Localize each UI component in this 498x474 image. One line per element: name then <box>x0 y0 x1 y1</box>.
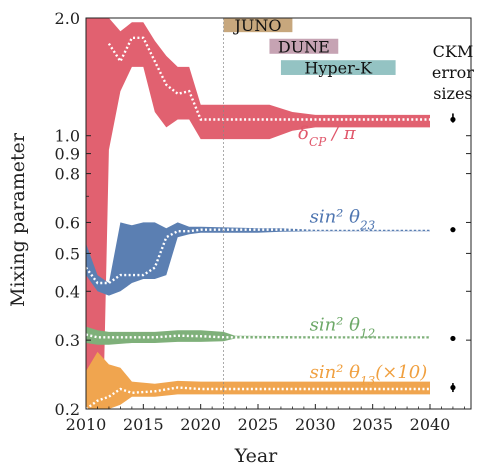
experiment-label-0: JUNO <box>232 16 281 35</box>
y-tick-label-0: 0.2 <box>55 400 80 419</box>
x-tick-label-2: 2020 <box>180 415 221 434</box>
experiment-label-2: Hyper-K <box>304 59 373 78</box>
x-axis-label: Year <box>234 445 278 467</box>
y-tick-label-1: 0.3 <box>55 331 80 350</box>
ckm-point-2 <box>450 335 456 342</box>
x-tick-label-5: 2035 <box>352 415 393 434</box>
y-tick-label-3: 0.5 <box>55 244 80 263</box>
series-label-2: sin² θ12 <box>310 314 376 340</box>
ckm-error-bars-layer: CKM error sizes <box>432 42 474 393</box>
x-tick-label-1: 2015 <box>123 415 164 434</box>
ckm-title-line-0: CKM <box>433 42 474 61</box>
y-tick-label-6: 0.9 <box>55 145 80 164</box>
y-axis-label: Mixing parameter <box>7 132 29 307</box>
plot-frame <box>85 17 472 410</box>
x-tick-label-3: 2025 <box>238 415 279 434</box>
central-line-series-1 <box>86 228 430 285</box>
x-tick-label-6: 2040 <box>410 415 451 434</box>
ckm-point-0 <box>450 116 456 123</box>
bands-layer <box>86 18 430 409</box>
y-tick-label-8: 2.0 <box>55 9 80 28</box>
experiment-label-1: DUNE <box>278 37 330 56</box>
ckm-title-line-2: sizes <box>433 84 472 103</box>
y-tick-label-4: 0.6 <box>55 213 80 232</box>
y-tick-label-7: 1.0 <box>55 127 80 146</box>
experiment-bar-0 <box>223 18 293 33</box>
central-line-series-3 <box>86 386 430 409</box>
ckm-point-1 <box>450 227 456 233</box>
y-tick-label-5: 0.8 <box>55 165 80 184</box>
band-series-1 <box>86 222 430 296</box>
y-tick-label-2: 0.4 <box>55 282 80 301</box>
central-line-series-2 <box>86 333 430 339</box>
experiment-bar-2 <box>280 60 396 75</box>
band-series-2 <box>86 326 430 345</box>
ckm-title-line-1: error <box>432 63 474 82</box>
experiment-bar-1 <box>269 38 339 54</box>
x-tick-label-0: 2010 <box>66 415 107 434</box>
band-series-3 <box>86 351 430 409</box>
band-series-0 <box>86 18 430 409</box>
axes-layer: 2010 2015 2020 2025 2030 2035 2040 0.2 0.3 0.4 0.5… <box>55 9 472 434</box>
series-labels-layer: δCP / π sin² θ23 sin² θ12 sin² θ13(×10) <box>298 123 427 388</box>
series-label-0: δCP / π <box>298 123 357 149</box>
experiment-bars-layer: JUNO DUNE Hyper-K <box>223 16 396 78</box>
series-label-1: sin² θ23 <box>310 206 376 232</box>
ckm-point-3 <box>450 384 456 391</box>
x-tick-label-4: 2030 <box>295 415 336 434</box>
central-lines-layer <box>86 36 430 409</box>
series-label-3: sin² θ13(×10) <box>310 362 428 388</box>
